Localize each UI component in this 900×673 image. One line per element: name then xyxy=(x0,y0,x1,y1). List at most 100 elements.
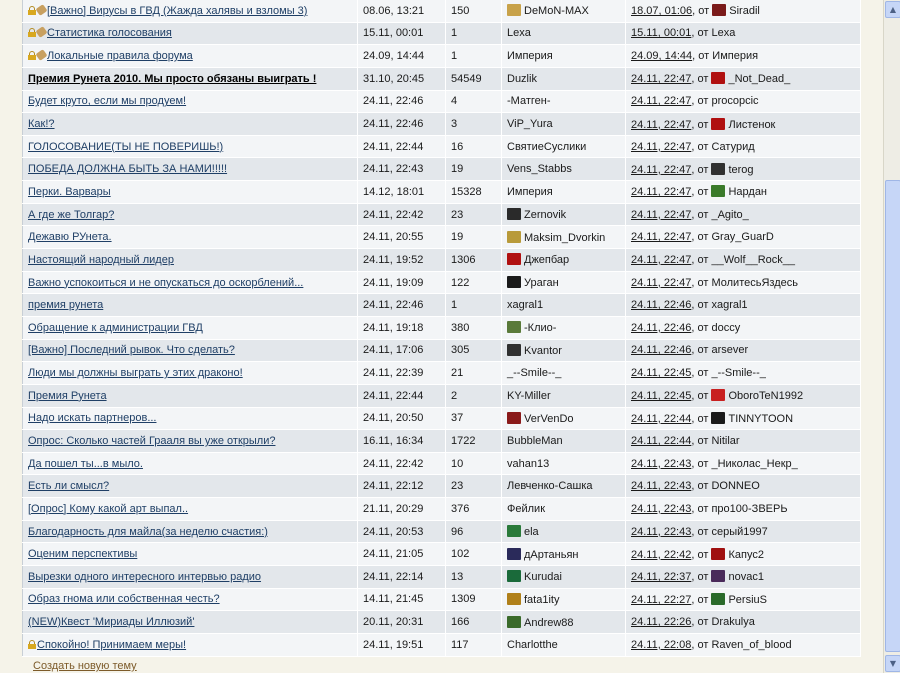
topic-link[interactable]: Важно успокоиться и не опускаться до оск… xyxy=(28,276,304,289)
last-post-cell: 24.11, 22:47, от terog xyxy=(625,157,861,182)
last-post-link[interactable]: 24.11, 22:42 xyxy=(631,548,692,561)
topic-link[interactable]: Обращение к администрации ГВД xyxy=(28,321,203,334)
topic-link[interactable]: А где же Толгар? xyxy=(28,208,115,221)
topic-link[interactable]: [Важно] Вирусы в ГВД (Жажда халявы и взл… xyxy=(47,4,308,17)
last-post-link[interactable]: 24.11, 22:37 xyxy=(631,571,692,584)
topic-row: Дежавю РУнета. 24.11, 20:55 19 Maksim_Dvork… xyxy=(22,225,861,250)
last-post-user: серый1997 xyxy=(711,525,768,538)
topic-link[interactable]: Опрос: Сколько частей Грааля вы уже откр… xyxy=(28,434,276,447)
last-post-link[interactable]: 24.11, 22:47 xyxy=(631,186,692,199)
last-post-link[interactable]: 24.11, 22:47 xyxy=(631,163,692,176)
last-post-link[interactable]: 24.11, 22:47 xyxy=(631,231,692,244)
reply-count: 1 xyxy=(445,293,502,317)
topic-link[interactable]: Статистика голосования xyxy=(47,27,172,40)
last-post-link[interactable]: 24.11, 22:46 xyxy=(631,299,692,312)
last-post-link[interactable]: 24.11, 22:45 xyxy=(631,367,692,380)
topic-link[interactable]: Надо искать партнеров... xyxy=(28,412,157,425)
topic-row: Обращение к администрации ГВД 24.11, 19:1… xyxy=(22,316,861,340)
last-post-link[interactable]: 24.11, 22:45 xyxy=(631,390,692,403)
last-post-link[interactable]: 24.11, 22:47 xyxy=(631,118,692,131)
topic-link[interactable]: Оценим перспективы xyxy=(28,548,138,561)
last-post-cell: 24.11, 22:47, от _Agito_ xyxy=(625,203,861,227)
last-post-link[interactable]: 24.11, 22:26 xyxy=(631,616,692,629)
topic-link[interactable]: (NEW)Квест 'Мириады Иллюзий' xyxy=(28,616,195,629)
topic-link[interactable]: Благодарность для майла(за неделю счасти… xyxy=(28,525,268,538)
topic-row: Надо искать партнеров... 24.11, 20:50 37 Ve… xyxy=(22,407,861,431)
created-date: 08.06, 13:21 xyxy=(357,0,446,23)
topic-link[interactable]: Образ гнома или собственная честь? xyxy=(28,593,220,606)
last-post-user: arsever xyxy=(711,344,749,357)
topic-link[interactable]: Настоящий народный лидер xyxy=(28,253,174,266)
last-post-link[interactable]: 24.11, 22:47 xyxy=(631,73,692,86)
topic-link[interactable]: Люди мы должны выграть у этих драконо! xyxy=(28,367,243,380)
topic-link[interactable]: Спокойно! Принимаем меры! xyxy=(37,638,187,651)
last-post-link[interactable]: 24.11, 22:47 xyxy=(631,253,692,266)
last-post-from-label: от xyxy=(697,525,709,538)
paperclip-icon xyxy=(35,3,48,16)
last-post-from-label: от xyxy=(698,5,710,18)
topic-link[interactable]: Локальные правила форума xyxy=(47,50,193,63)
last-post-link[interactable]: 24.11, 22:47 xyxy=(631,208,692,221)
scroll-thumb[interactable] xyxy=(885,180,900,652)
topic-link[interactable]: [Опрос] Кому какой арт выпал.. xyxy=(28,502,189,515)
topic-link[interactable]: Перки. Варвары xyxy=(28,185,111,198)
clan-badge-icon xyxy=(507,4,521,17)
last-post-link[interactable]: 24.11, 22:44 xyxy=(631,412,692,425)
topic-link[interactable]: ПОБЕДА ДОЛЖНА БЫТЬ ЗА НАМИ!!!!! xyxy=(28,163,228,176)
last-post-cell: 24.11, 22:26, от Drakulya xyxy=(625,610,861,634)
last-post-user: Сатурид xyxy=(711,140,755,153)
last-post-from-label: от xyxy=(697,480,709,493)
scroll-down-icon[interactable]: ▼ xyxy=(885,655,900,672)
topic-link[interactable]: Как!? xyxy=(28,118,55,131)
last-post-link[interactable]: 24.11, 22:43 xyxy=(631,502,692,515)
clan-badge-icon xyxy=(507,411,521,424)
topic-link[interactable]: Премия Рунета xyxy=(28,389,107,402)
scroll-up-icon[interactable]: ▲ xyxy=(885,1,900,18)
topic-link[interactable]: премия рунета xyxy=(28,299,104,312)
last-post-link[interactable]: 24.11, 22:43 xyxy=(631,480,692,493)
last-post-link[interactable]: 24.09, 14:44 xyxy=(631,50,693,63)
topic-cell: ПОБЕДА ДОЛЖНА БЫТЬ ЗА НАМИ!!!!! xyxy=(22,157,358,182)
topic-link[interactable]: ГОЛОСОВАНИЕ(ТЫ НЕ ПОВЕРИШЬ!) xyxy=(28,140,224,153)
last-post-cell: 24.11, 22:46, от doccy xyxy=(625,316,861,340)
lock-icon xyxy=(28,51,36,61)
last-post-link[interactable]: 24.11, 22:43 xyxy=(631,525,692,538)
last-post-link[interactable]: 18.07, 01:06 xyxy=(631,5,693,18)
last-post-link[interactable]: 24.11, 22:46 xyxy=(631,344,692,357)
topic-link[interactable]: Вырезки одного интересного интервью ради… xyxy=(28,570,262,583)
last-post-link[interactable]: 15.11, 00:01 xyxy=(631,27,692,40)
topic-link[interactable]: Есть ли смысл? xyxy=(28,480,110,493)
topic-row: Премия Рунета 2010. Мы просто обязаны вы… xyxy=(22,67,861,91)
author-name: Maksim_Dvorkin xyxy=(524,231,606,244)
last-post-link[interactable]: 24.11, 22:47 xyxy=(631,140,692,153)
last-post-link[interactable]: 24.11, 22:43 xyxy=(631,457,692,470)
topic-link[interactable]: Дежавю РУнета. xyxy=(28,231,112,244)
last-post-link[interactable]: 24.11, 22:27 xyxy=(631,593,692,606)
topic-row: Статистика голосования 15.11, 00:01 1 Lexa 1… xyxy=(22,22,861,46)
author-name: Zernovik xyxy=(524,209,567,222)
topic-link[interactable]: [Важно] Последний рывок. Что сделать? xyxy=(28,344,235,357)
last-post-link[interactable]: 24.11, 22:08 xyxy=(631,638,692,651)
last-post-from-label: от xyxy=(697,208,709,221)
topic-row: Есть ли смысл? 24.11, 22:12 23 Левченко-Саш… xyxy=(22,474,861,499)
last-post-user: doccy xyxy=(711,321,741,334)
topic-link[interactable]: Премия Рунета 2010. Мы просто обязаны вы… xyxy=(28,72,317,85)
last-post-link[interactable]: 24.11, 22:44 xyxy=(631,434,692,447)
last-post-from-label: от xyxy=(697,163,709,176)
clan-badge-icon xyxy=(711,72,726,85)
last-post-from-label: от xyxy=(697,299,709,312)
topic-row: Оценим перспективы 24.11, 21:05 102 дАртань… xyxy=(22,542,861,567)
author-cell: Vens_Stabbs xyxy=(501,157,626,182)
author-name: _--Smile--_ xyxy=(507,367,562,380)
topic-link[interactable]: Будет круто, если мы продуем! xyxy=(28,95,187,108)
topic-link[interactable]: Да пошел ты...в мыло. xyxy=(28,457,143,470)
reply-count: 13 xyxy=(445,565,502,589)
last-post-link[interactable]: 24.11, 22:47 xyxy=(631,95,692,108)
last-post-link[interactable]: 24.11, 22:47 xyxy=(631,276,692,289)
author-name: ela xyxy=(524,526,539,539)
new-topic-link[interactable]: Создать новую тему xyxy=(33,660,137,672)
vertical-scrollbar[interactable]: ▲ ▼ xyxy=(883,0,900,673)
reply-count: 19 xyxy=(445,225,502,250)
last-post-link[interactable]: 24.11, 22:46 xyxy=(631,321,692,334)
created-date: 24.11, 22:39 xyxy=(357,361,446,385)
